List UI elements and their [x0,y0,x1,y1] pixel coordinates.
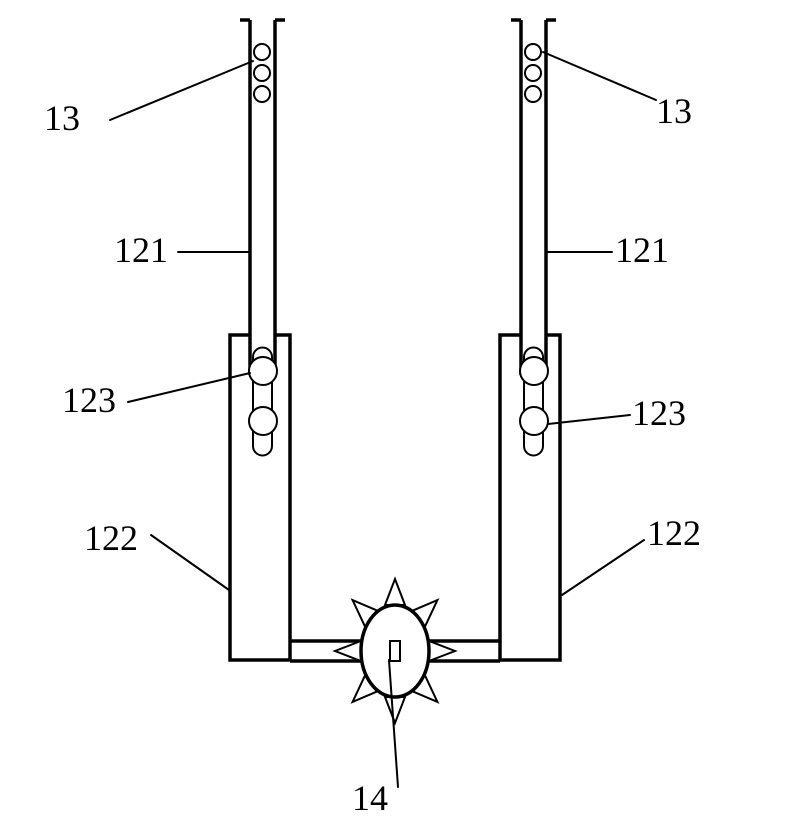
inner-bar-left [240,20,285,375]
pin-left-1 [249,407,277,435]
label-122-7: 122 [647,513,701,553]
label-121-3: 121 [615,230,669,270]
label-13-0: 13 [44,98,80,138]
label-122-6: 122 [84,518,138,558]
pin-right-1 [520,407,548,435]
label-123-4: 123 [62,380,116,420]
leader-line-1 [543,52,656,100]
inner-bar-right [511,20,556,375]
pin-left-0 [249,357,277,385]
label-13-1: 13 [656,91,692,131]
leader-line-6 [151,535,229,590]
leader-line-7 [562,540,644,595]
gear-body [361,605,429,697]
leader-line-0 [110,61,253,120]
label-121-2: 121 [114,230,168,270]
pin-right-0 [520,357,548,385]
label-14-8: 14 [352,778,388,818]
label-123-5: 123 [632,393,686,433]
